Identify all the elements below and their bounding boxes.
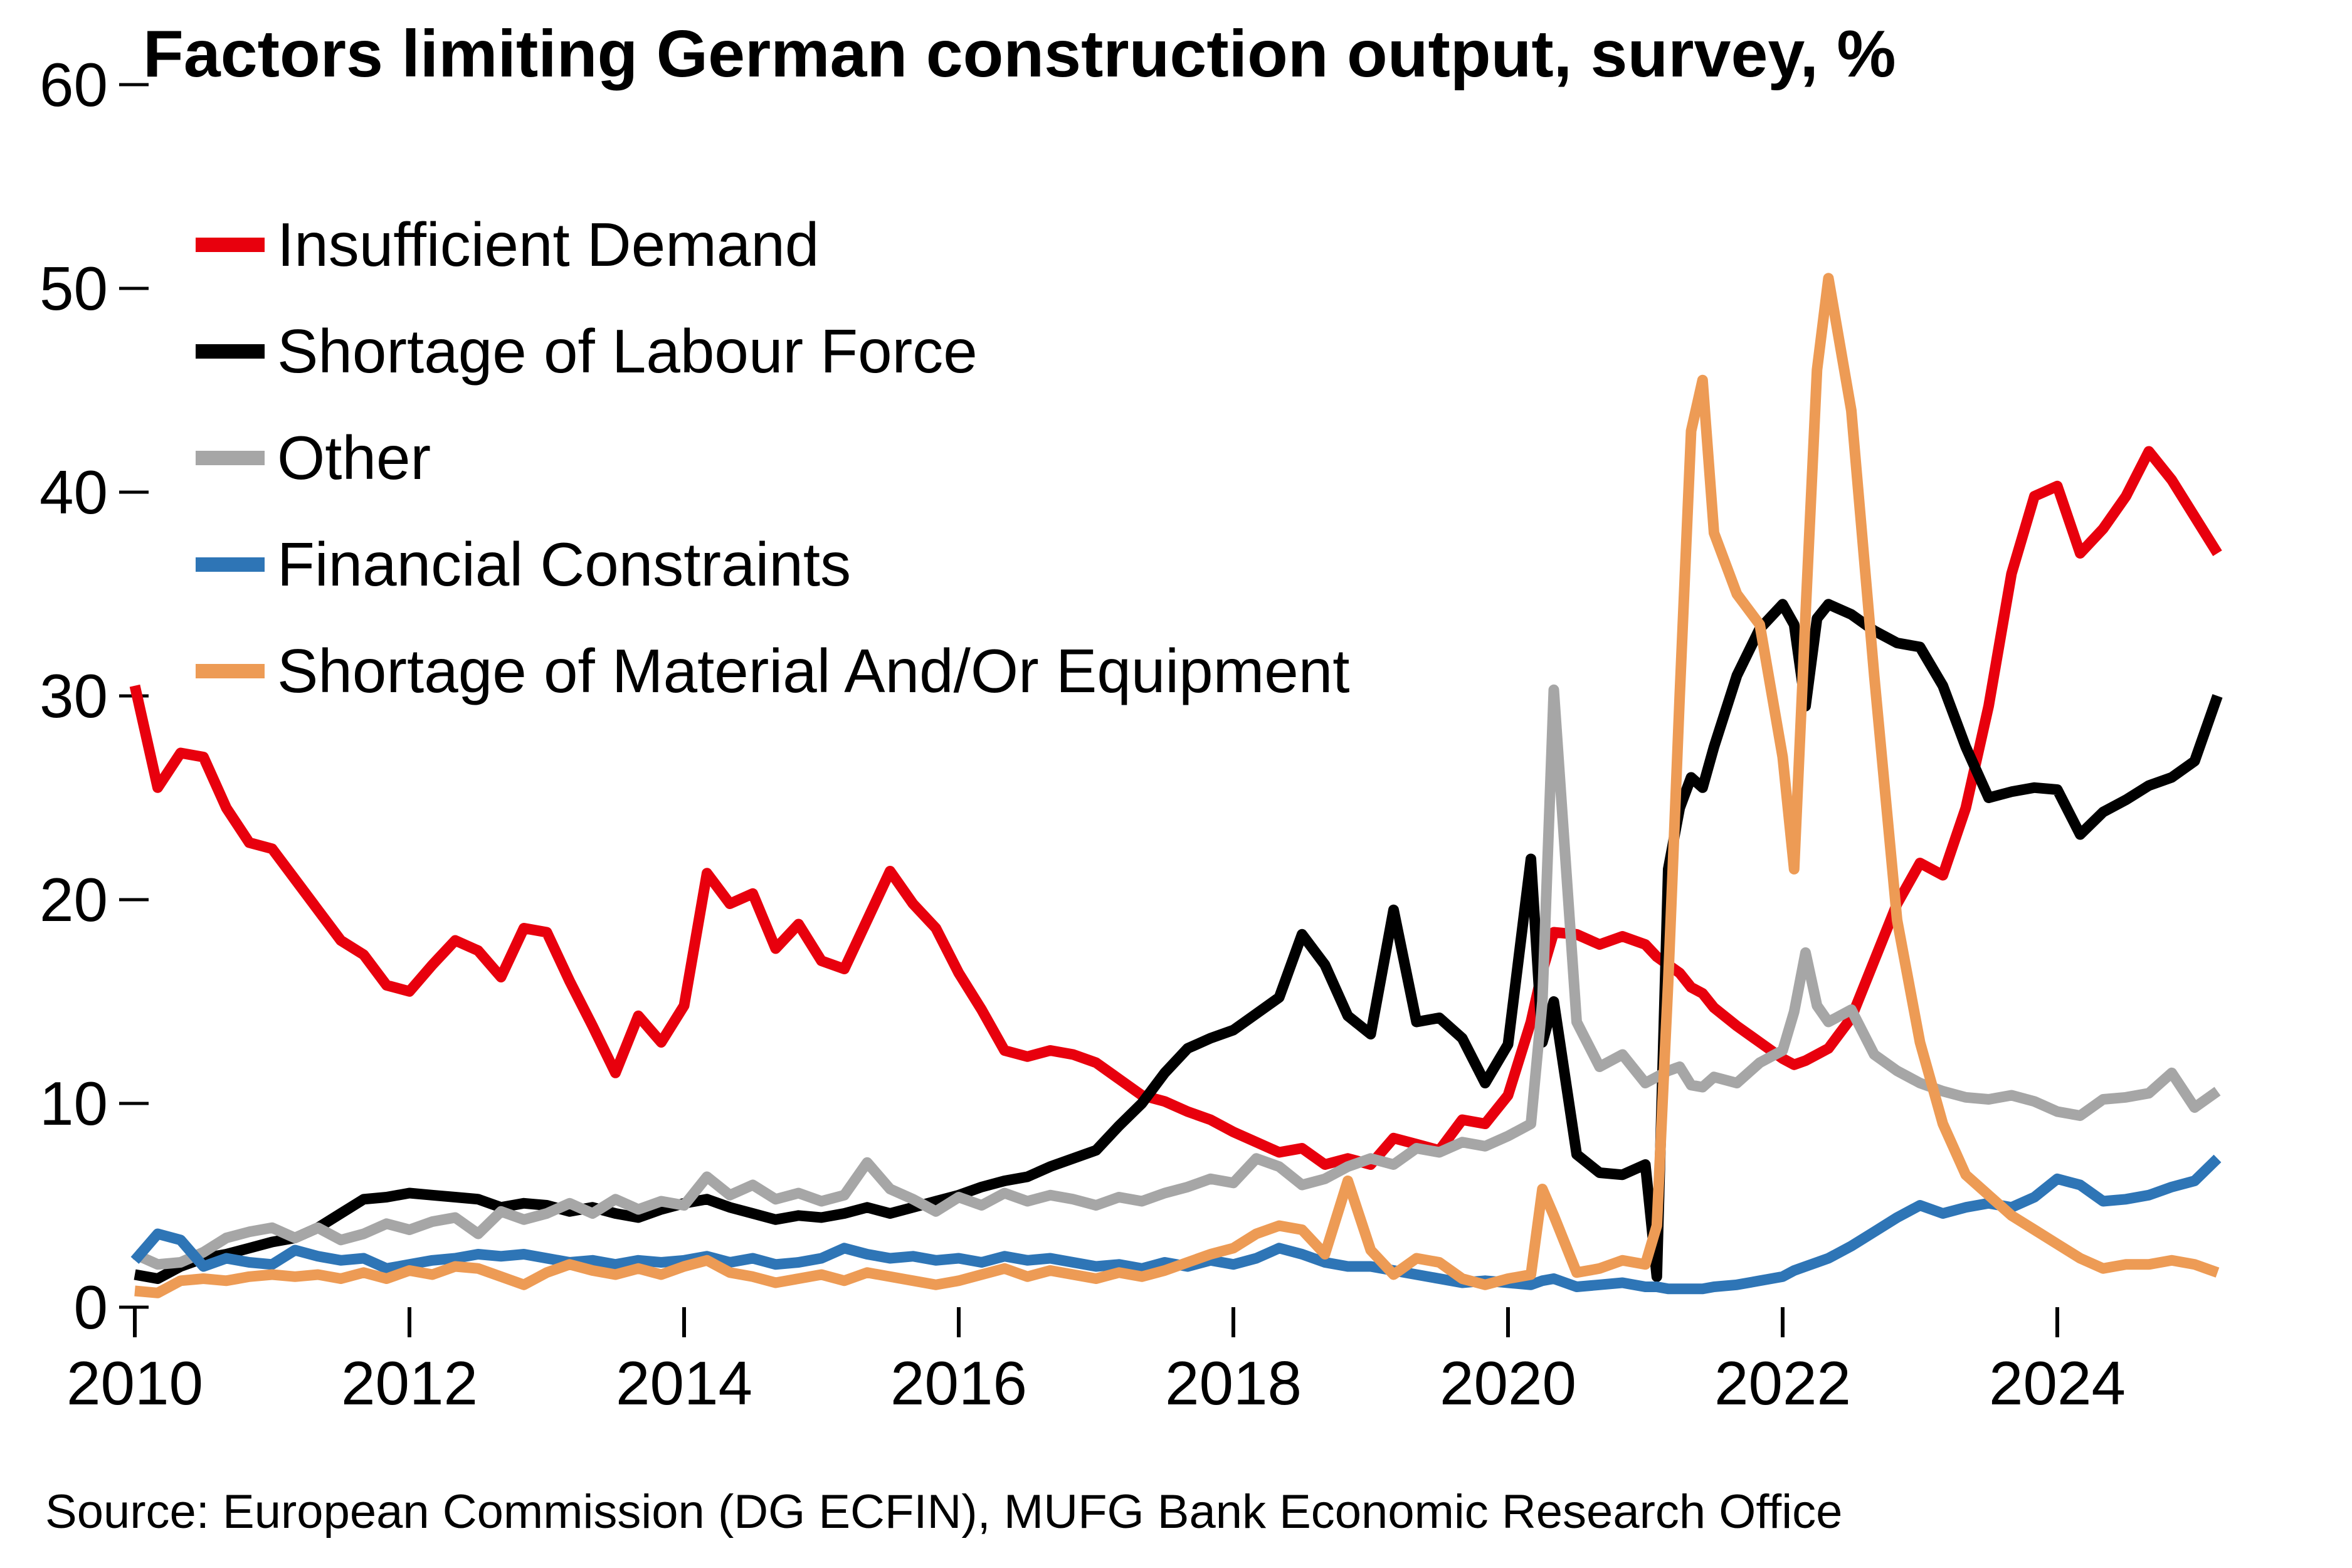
legend-swatch-insufficient-demand <box>196 237 265 252</box>
legend-item: Insufficient Demand <box>196 207 819 282</box>
x-axis-label: 2024 <box>1989 1349 2126 1418</box>
x-axis-label: 2018 <box>1165 1349 1302 1418</box>
legend-label-shortage-of-labour-force: Shortage of Labour Force <box>277 317 978 386</box>
chart-title: Factors limiting German construction out… <box>143 17 1896 91</box>
legend-swatch-shortage-of-labour-force <box>196 344 265 359</box>
x-axis-label: 2014 <box>616 1349 752 1418</box>
y-axis-label: 40 <box>40 458 108 527</box>
series-line-shortage-of-material-and-or-equipment <box>134 273 2220 1298</box>
legend-swatch-other <box>196 450 265 465</box>
legend-item: Financial Constraints <box>196 527 851 602</box>
series-line-shortage-of-labour-force <box>134 599 2223 1284</box>
legend-item: Other <box>196 420 431 495</box>
legend-item: Shortage of Material And/Or Equipment <box>196 633 1350 708</box>
legend-swatch-shortage-of-material <box>196 663 265 678</box>
y-axis-label: 50 <box>40 254 108 323</box>
x-axis-label: 2010 <box>66 1349 203 1418</box>
x-axis-label: 2022 <box>1714 1349 1851 1418</box>
series-line-other <box>132 684 2221 1270</box>
y-axis-label: 30 <box>40 661 108 730</box>
x-axis-label: 2016 <box>890 1349 1027 1418</box>
legend-item: Shortage of Labour Force <box>196 313 978 389</box>
legend-label-insufficient-demand: Insufficient Demand <box>277 210 820 279</box>
legend-label-financial-constraints: Financial Constraints <box>277 530 852 599</box>
series-line-insufficient-demand <box>129 446 2222 1170</box>
y-axis-label: 0 <box>73 1273 108 1342</box>
legend-label-shortage-of-material: Shortage of Material And/Or Equipment <box>277 636 1350 705</box>
source-caption: Source: European Commission (DG ECFIN), … <box>45 1485 1843 1539</box>
x-axis-label: 2020 <box>1440 1349 1576 1418</box>
legend-label-other: Other <box>277 423 431 492</box>
y-axis-label: 20 <box>40 865 108 934</box>
series-line-financial-constraints <box>130 1154 2222 1295</box>
legend-swatch-financial-constraints <box>196 557 265 572</box>
y-axis-label: 60 <box>40 50 108 119</box>
x-axis-label: 2012 <box>341 1349 478 1418</box>
y-axis-label: 10 <box>40 1069 108 1138</box>
